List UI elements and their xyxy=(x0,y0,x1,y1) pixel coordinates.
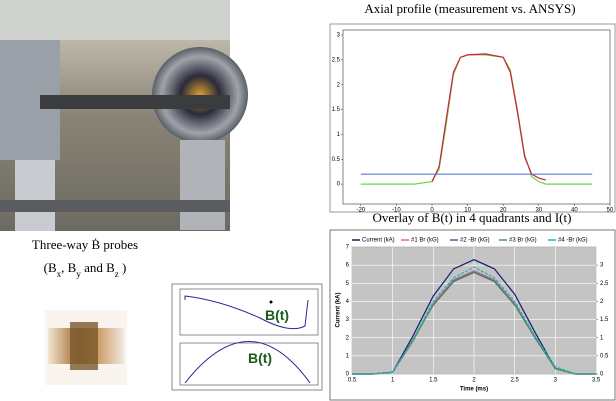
series-line xyxy=(431,53,547,182)
legend-label: #3 Br (kG) xyxy=(509,238,537,244)
y-tick-label: 0 xyxy=(346,372,350,378)
y-tick-label: 0.5 xyxy=(332,157,341,163)
x-tick-label: 1 xyxy=(391,378,395,384)
y-tick-label: 4 xyxy=(346,299,350,305)
x-tick-label: 40 xyxy=(571,208,578,214)
y-tick-label: 5 xyxy=(346,281,350,287)
x-tick-label: 0 xyxy=(430,208,434,214)
axial-title: Axial profile (measurement vs. ANSYS) xyxy=(364,1,575,16)
y-tick-label: 6 xyxy=(346,263,350,269)
y2-tick-label: 1.5 xyxy=(600,317,609,323)
plot-area xyxy=(342,29,611,205)
y-tick-label: 3 xyxy=(346,317,350,323)
overlay-title: Overlay of B(t) in 4 quadrants and I(t) xyxy=(373,210,572,225)
legend-label: Current (kA) xyxy=(362,238,395,244)
probes-title: Three-way Ḃ probes xyxy=(32,237,138,252)
probe-label: B(t) xyxy=(265,307,289,323)
legend-label: #4 -Br (kG) xyxy=(558,238,588,244)
y2-tick-label: 2 xyxy=(600,299,604,305)
legend-label: #1 Br (kG) xyxy=(411,238,439,244)
y2-tick-label: 1 xyxy=(600,335,604,341)
x-tick-label: 3.5 xyxy=(592,378,601,384)
x-tick-label: 1.5 xyxy=(429,378,438,384)
y-tick-label: 1 xyxy=(346,353,350,359)
probes-axes: (Bx, By and Bz ) xyxy=(44,260,127,279)
x-tick-label: -10 xyxy=(392,208,401,214)
y-tick-label: 7 xyxy=(346,245,350,251)
magnet-photo xyxy=(0,0,248,231)
x-tick-label: 30 xyxy=(535,208,542,214)
y-axis-title: Current (kA) xyxy=(336,292,342,327)
probe-label: B(t) xyxy=(248,350,272,366)
y2-tick-label: 2.5 xyxy=(600,281,609,287)
x-tick-label: 2.5 xyxy=(510,378,519,384)
x-tick-label: 2 xyxy=(472,378,476,384)
y-tick-label: 2.5 xyxy=(332,57,341,63)
y2-tick-label: 0 xyxy=(600,372,604,378)
y2-tick-label: 0.5 xyxy=(600,353,609,359)
series-line xyxy=(352,266,596,375)
y-tick-label: 2 xyxy=(337,82,341,88)
x-tick-label: 10 xyxy=(464,208,471,214)
x-tick-label: 3 xyxy=(554,378,558,384)
x-tick-label: 0.5 xyxy=(348,378,357,384)
y2-tick-label: 3 xyxy=(600,263,604,269)
x-tick-label: 50 xyxy=(607,208,614,214)
x-tick-label: 20 xyxy=(500,208,507,214)
y-tick-label: 2 xyxy=(346,335,350,341)
y-tick-label: 0 xyxy=(337,182,341,188)
probe-photo xyxy=(45,310,127,385)
legend-label: #2 -Br (kG) xyxy=(460,238,490,244)
y-tick-label: 1.5 xyxy=(332,107,341,113)
y-tick-label: 3 xyxy=(337,33,341,39)
y-tick-label: 1 xyxy=(337,132,341,138)
x-tick-label: -20 xyxy=(356,208,365,214)
x-axis-title: Time (ms) xyxy=(460,387,488,393)
probe-plots: B(t) B(t) xyxy=(171,283,323,391)
